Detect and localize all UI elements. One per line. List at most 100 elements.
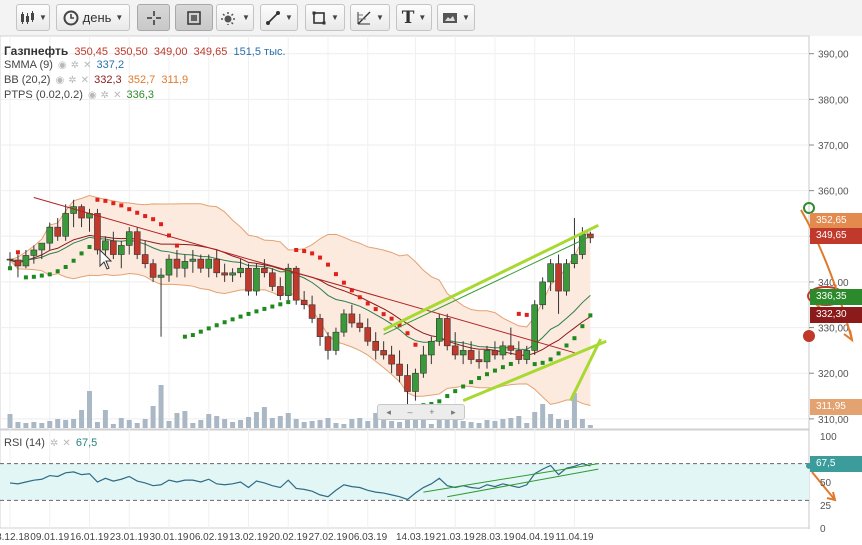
x-tick-label: 13.02.19 [229,532,268,543]
close-icon[interactable]: ✕ [80,75,90,86]
rsi-tick-label: 25 [820,501,832,512]
timeframe-button[interactable]: день ▼ [56,4,130,31]
zoom-controls[interactable]: ◂ – + ▸ [377,404,465,420]
rsi-value: 67,5 [75,437,98,449]
ptps-dot [111,201,116,206]
ptps-dot [286,300,291,305]
volume-bar [110,424,116,428]
candle-body [46,226,54,244]
candle-body [515,350,523,360]
ptps-dot [524,312,529,317]
volume-bar [452,419,458,428]
ptps-dot [198,329,203,334]
candle-body [70,206,77,214]
settings-button[interactable]: ▼ [216,4,254,31]
low-value: 349,00 [153,46,188,58]
ptps-dot [8,266,12,271]
candle-body [205,258,213,269]
volume-bar [182,411,188,428]
close-icon[interactable]: ✕ [113,90,122,101]
candle-body [563,263,570,292]
volume-bar [460,421,466,428]
volume-bar [238,420,244,428]
eye-icon[interactable]: ◉ [57,60,67,71]
gear-icon[interactable]: ✲ [68,75,77,86]
ptps-dot [453,389,458,394]
image-icon [443,12,458,23]
image-button[interactable]: ▼ [437,4,475,31]
high-value: 350,50 [114,46,148,58]
volume-bar [214,416,220,428]
ptps-dot [270,304,275,309]
scroll-right-icon[interactable]: ▸ [451,406,456,417]
candle-body [483,350,491,363]
zoom-in-icon[interactable]: + [429,407,435,417]
candle-body [261,267,268,274]
text-tool-button[interactable]: T ▼ [396,4,432,31]
ptps-dot [405,331,410,336]
upper-trend-line [382,223,599,332]
x-tick-label: 11.04.19 [555,532,594,543]
clock-icon [63,10,79,25]
eye-icon[interactable]: ◉ [87,90,97,101]
ptps-dot [238,314,243,319]
candle-body [324,336,332,351]
volume-bar [579,419,585,428]
smma-legend: SMMA (9) ◉ ✲ ✕ 337,2 [4,59,124,71]
ptps-dot [278,302,283,307]
volume-bar [476,423,482,428]
crosshair-icon [146,10,161,25]
fib-tool-button[interactable]: ▼ [350,4,390,31]
volume-bar [548,414,554,428]
chevron-down-icon: ▼ [39,13,47,22]
volume-bar [126,420,132,428]
rsi-forecast-arrow [811,471,836,501]
bb-mid-value: 332,3 [94,74,122,86]
candle-body [213,258,220,274]
bb-upper-badge: 352,65 [810,213,862,229]
rsi-tick-label: 100 [820,432,837,443]
ptps-dot [47,272,52,277]
gear-icon[interactable]: ✲ [50,438,59,449]
shape-tool-button[interactable]: ▼ [305,4,345,31]
close-icon[interactable]: ✕ [83,60,92,71]
volume-bar [166,421,172,428]
smma-value: 337,2 [96,59,125,71]
x-tick-label: 06.02.19 [189,532,228,543]
x-tick-label: 20.02.19 [269,532,308,543]
candle-body [435,318,443,342]
x-tick-label: 06.03.19 [348,532,387,543]
ptps-dot [159,222,164,227]
line-tool-button[interactable]: ▼ [260,4,298,31]
scale-button[interactable] [175,4,213,31]
ptps-dot [222,320,227,325]
ptps-dot [445,394,450,399]
x-tick-label: 09.01.19 [30,532,69,543]
candle-body [555,263,562,292]
zoom-out-icon[interactable]: – [407,407,413,417]
gear-icon[interactable]: ✲ [70,60,80,71]
crosshair-button[interactable] [137,4,170,31]
candle-body [507,345,515,351]
ptps-label: PTPS (0.02,0.2) [4,89,83,101]
volume-bar [508,418,514,428]
volume-bar [261,407,267,428]
ptps-dot [87,244,92,249]
ptps-dot [349,288,354,293]
y-tick-label: 330,00 [818,324,849,335]
ptps-dot [230,317,235,322]
candle-body [229,272,236,276]
gear-icon[interactable]: ✲ [100,90,110,101]
eye-icon[interactable]: ◉ [55,75,65,86]
candle-body [253,267,260,292]
candles-type-button[interactable]: ▼ [16,4,50,31]
volume-bar [94,422,100,428]
y-tick-label: 370,00 [818,141,849,152]
ptps-dot [151,217,156,222]
candle-body [475,359,483,363]
candle-body [197,258,205,269]
scroll-left-icon[interactable]: ◂ [386,406,391,417]
close-icon[interactable]: ✕ [62,438,71,449]
volume-bar [325,418,331,428]
